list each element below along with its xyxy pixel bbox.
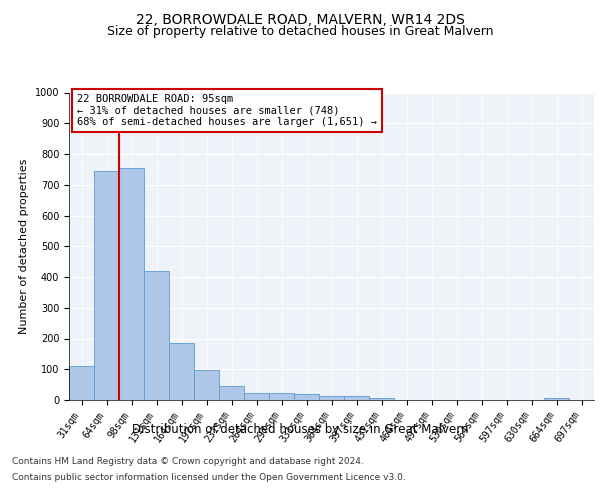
Bar	[169, 343, 194, 400]
Bar	[319, 396, 344, 400]
Bar	[544, 398, 569, 400]
Text: 22, BORROWDALE ROAD, MALVERN, WR14 2DS: 22, BORROWDALE ROAD, MALVERN, WR14 2DS	[136, 12, 464, 26]
Bar	[144, 271, 169, 400]
Bar	[344, 396, 369, 400]
Bar	[269, 393, 294, 400]
Text: Contains public sector information licensed under the Open Government Licence v3: Contains public sector information licen…	[12, 472, 406, 482]
Text: Distribution of detached houses by size in Great Malvern: Distribution of detached houses by size …	[132, 422, 468, 436]
Text: Contains HM Land Registry data © Crown copyright and database right 2024.: Contains HM Land Registry data © Crown c…	[12, 458, 364, 466]
Bar	[194, 370, 219, 400]
Bar	[119, 168, 144, 400]
Bar	[369, 398, 394, 400]
Bar	[69, 366, 94, 400]
Y-axis label: Number of detached properties: Number of detached properties	[19, 158, 29, 334]
Bar	[219, 386, 244, 400]
Text: Size of property relative to detached houses in Great Malvern: Size of property relative to detached ho…	[107, 25, 493, 38]
Bar	[294, 394, 319, 400]
Bar	[94, 171, 119, 400]
Bar	[244, 393, 269, 400]
Text: 22 BORROWDALE ROAD: 95sqm
← 31% of detached houses are smaller (748)
68% of semi: 22 BORROWDALE ROAD: 95sqm ← 31% of detac…	[77, 94, 377, 127]
